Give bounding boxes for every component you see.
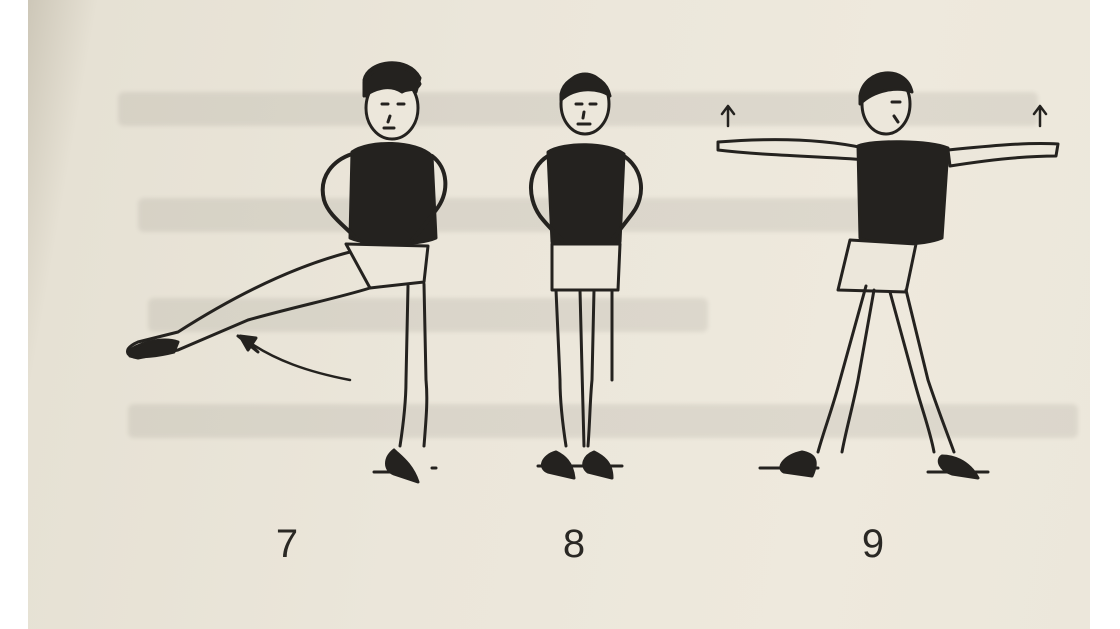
figure-number-9: 9 bbox=[861, 522, 885, 566]
book-page: 7 8 9 bbox=[28, 0, 1090, 629]
figure-8 bbox=[528, 72, 644, 480]
figure-9 bbox=[716, 71, 1060, 480]
figure-number-8: 8 bbox=[562, 522, 586, 566]
figure-7 bbox=[126, 61, 448, 484]
figure-number-7: 7 bbox=[275, 522, 299, 566]
exercise-illustration bbox=[126, 61, 1060, 484]
